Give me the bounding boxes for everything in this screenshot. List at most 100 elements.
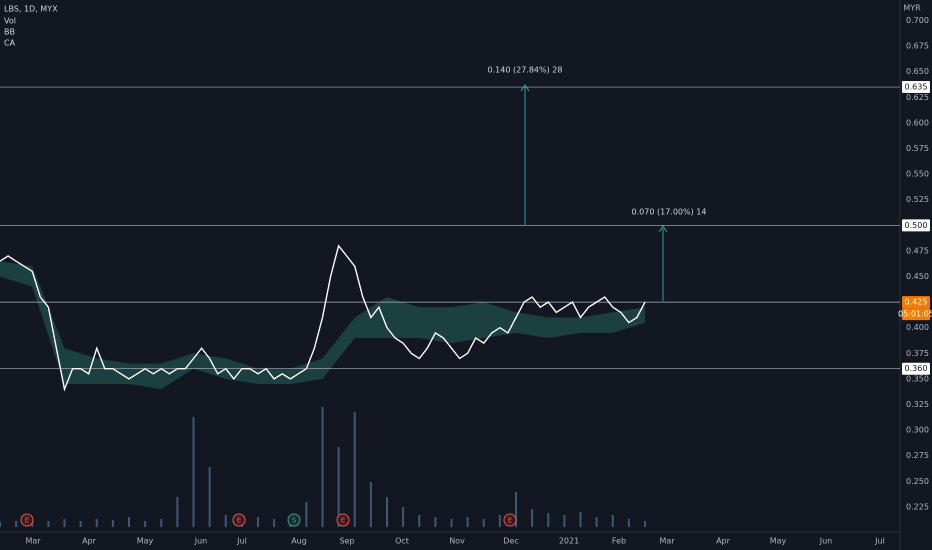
volume-bar: [498, 515, 501, 527]
volume-bar: [563, 515, 566, 527]
x-tick-label: Jun: [819, 537, 833, 546]
y-tick-label: 0.650: [906, 67, 929, 76]
indicator: BB: [4, 28, 15, 37]
x-tick-label: Dec: [503, 537, 518, 546]
legend: LBS, 1D, MYX Vol BB CA: [4, 5, 58, 48]
measure-arrows: [520, 84, 668, 301]
x-tick-label: Oct: [395, 537, 409, 546]
volume-bar: [144, 521, 147, 527]
x-tick-label: Nov: [449, 537, 465, 546]
x-tick-label: Feb: [612, 537, 626, 546]
currency: MYR: [903, 4, 921, 13]
price-label-box: [902, 219, 930, 232]
volume-bar: [111, 520, 114, 527]
event-letter: E: [25, 517, 29, 525]
volume-bar: [0, 522, 1, 527]
volume-bar: [47, 521, 50, 527]
price-line: [0, 244, 646, 392]
volume-bar: [321, 407, 324, 527]
volume-bar: [305, 502, 308, 527]
y-tick-label: 0.475: [906, 246, 929, 255]
price-label: 0.635: [905, 83, 928, 92]
indicator: Vol: [4, 17, 16, 26]
x-tick-label: Aug: [291, 537, 307, 546]
y-tick-label: 0.325: [906, 400, 929, 409]
volume-bar: [95, 519, 98, 527]
x-tick-label: Jul: [874, 537, 885, 546]
volume-bar: [273, 519, 276, 527]
volume-bar: [176, 497, 179, 527]
volume-bar: [208, 467, 211, 527]
event-marker: [287, 513, 301, 527]
volume-bar: [450, 519, 453, 527]
measure-label: 0.140 (27.84%) 28: [488, 66, 563, 75]
x-tick-label: 2021: [559, 537, 579, 546]
x-tick-label: May: [137, 537, 154, 546]
y-tick-label: 0.300: [906, 426, 929, 435]
volume-bar: [466, 517, 469, 527]
y-tick-label: 0.225: [906, 502, 929, 511]
price-label-box: [902, 296, 930, 309]
volume-bar: [15, 521, 18, 527]
volume-bar: [515, 492, 517, 527]
x-tick-label: Apr: [716, 537, 731, 546]
volume-bar: [128, 517, 130, 527]
x-tick-label: Sep: [339, 537, 354, 546]
volume-bar: [63, 519, 66, 527]
y-tick-label: 0.600: [906, 118, 929, 127]
event-marker: [503, 513, 517, 527]
volume-bar: [386, 497, 388, 527]
volume-bar: [160, 519, 163, 527]
volume-bar: [627, 519, 630, 527]
price-label: 0.425: [905, 298, 928, 307]
price-label: 0.500: [905, 221, 928, 230]
y-tick-label: 0.625: [906, 93, 929, 102]
volume-bar: [579, 512, 582, 527]
event-letter: E: [508, 517, 512, 525]
indicator: CA: [4, 39, 16, 48]
countdown-box: [902, 308, 930, 321]
arrow-head: [658, 225, 668, 233]
volume-bar: [369, 482, 372, 527]
volume-bar: [644, 521, 646, 527]
volume-bar: [31, 522, 34, 527]
event-marker: [232, 513, 246, 527]
price-label: 0.360: [905, 364, 928, 373]
y-tick-label: 0.675: [906, 42, 929, 51]
volume-bar: [79, 521, 82, 527]
volume-bar: [337, 447, 340, 527]
volume-bar: [482, 519, 485, 527]
volume-bar: [547, 513, 550, 527]
x-tick-label: May: [770, 537, 787, 546]
price-label-box: [902, 81, 930, 94]
volume-bar: [192, 417, 195, 527]
y-tick-label: 0.250: [906, 477, 929, 486]
volume-bar: [257, 517, 259, 527]
event-letter: S: [292, 517, 297, 525]
volume-bar: [595, 517, 598, 527]
symbol: LBS, 1D, MYX: [4, 5, 58, 14]
arrow-head: [520, 84, 530, 92]
x-tick-label: Apr: [82, 537, 97, 546]
x-tick-label: Mar: [25, 537, 41, 546]
cloud: [0, 261, 645, 390]
x-tick-label: Jul: [236, 537, 247, 546]
volume-bar: [224, 515, 227, 527]
volume-bar: [418, 515, 421, 527]
y-tick-label: 0.550: [906, 170, 929, 179]
event-letter: E: [237, 517, 241, 525]
event-letter: E: [341, 517, 345, 525]
y-tick-label: 0.350: [906, 374, 929, 383]
y-tick-label: 0.525: [906, 195, 929, 204]
y-tick-label: 0.575: [906, 144, 929, 153]
y-tick-label: 0.275: [906, 451, 929, 460]
countdown: 05:01:05: [898, 310, 932, 319]
x-tick-label: Jun: [194, 537, 208, 546]
event-marker: [336, 513, 350, 527]
y-tick-label: 0.700: [906, 16, 929, 25]
volume-bar: [353, 412, 356, 527]
event-marker: [20, 513, 34, 527]
x-tick-label: Mar: [659, 537, 675, 546]
volume-bar: [531, 509, 534, 527]
